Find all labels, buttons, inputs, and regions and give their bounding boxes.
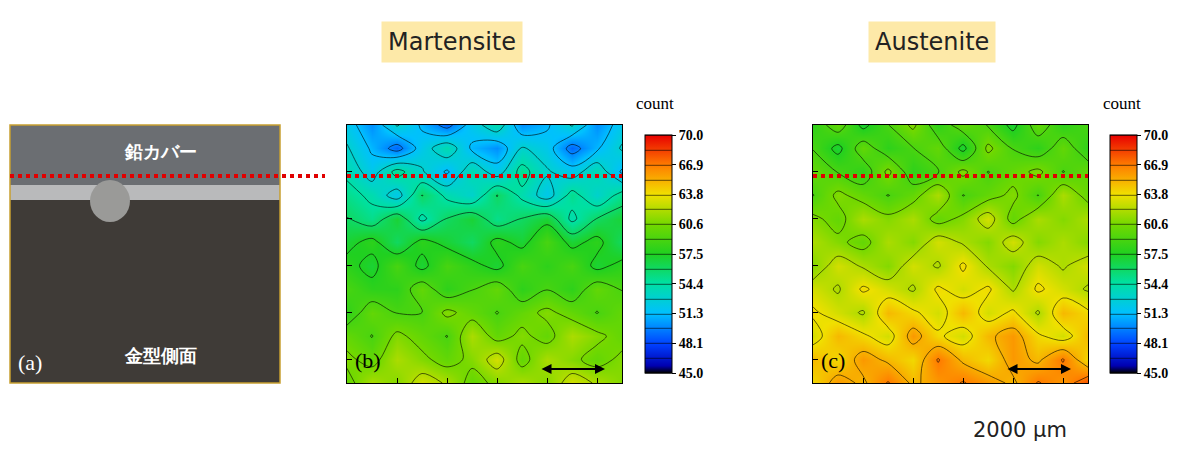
- svg-text:54.4: 54.4: [1144, 277, 1169, 292]
- svg-text:66.9: 66.9: [1144, 158, 1169, 173]
- svg-text:Austenite: Austenite: [875, 28, 989, 56]
- svg-text:2000 μm: 2000 μm: [973, 418, 1067, 442]
- svg-text:63.8: 63.8: [679, 187, 704, 202]
- svg-text:(c): (c): [821, 348, 845, 373]
- svg-text:48.1: 48.1: [1144, 336, 1169, 351]
- svg-text:63.8: 63.8: [1144, 187, 1169, 202]
- svg-text:(a): (a): [18, 350, 42, 375]
- svg-text:45.0: 45.0: [1144, 366, 1169, 381]
- svg-text:金型側面: 金型側面: [124, 345, 197, 366]
- svg-text:51.3: 51.3: [679, 306, 704, 321]
- svg-text:60.6: 60.6: [679, 217, 704, 232]
- svg-text:60.6: 60.6: [1144, 217, 1169, 232]
- svg-text:70.0: 70.0: [679, 128, 704, 143]
- svg-text:54.4: 54.4: [679, 277, 704, 292]
- svg-text:45.0: 45.0: [679, 366, 704, 381]
- svg-text:count: count: [1103, 94, 1141, 113]
- svg-text:48.1: 48.1: [679, 336, 704, 351]
- svg-text:count: count: [636, 94, 674, 113]
- svg-text:51.3: 51.3: [1144, 306, 1169, 321]
- svg-text:66.9: 66.9: [679, 158, 704, 173]
- svg-text:70.0: 70.0: [1144, 128, 1169, 143]
- svg-text:Martensite: Martensite: [388, 28, 516, 56]
- svg-text:(b): (b): [355, 348, 381, 373]
- svg-text:57.5: 57.5: [679, 247, 704, 262]
- svg-text:鉛カバー: 鉛カバー: [124, 141, 197, 162]
- svg-text:57.5: 57.5: [1144, 247, 1169, 262]
